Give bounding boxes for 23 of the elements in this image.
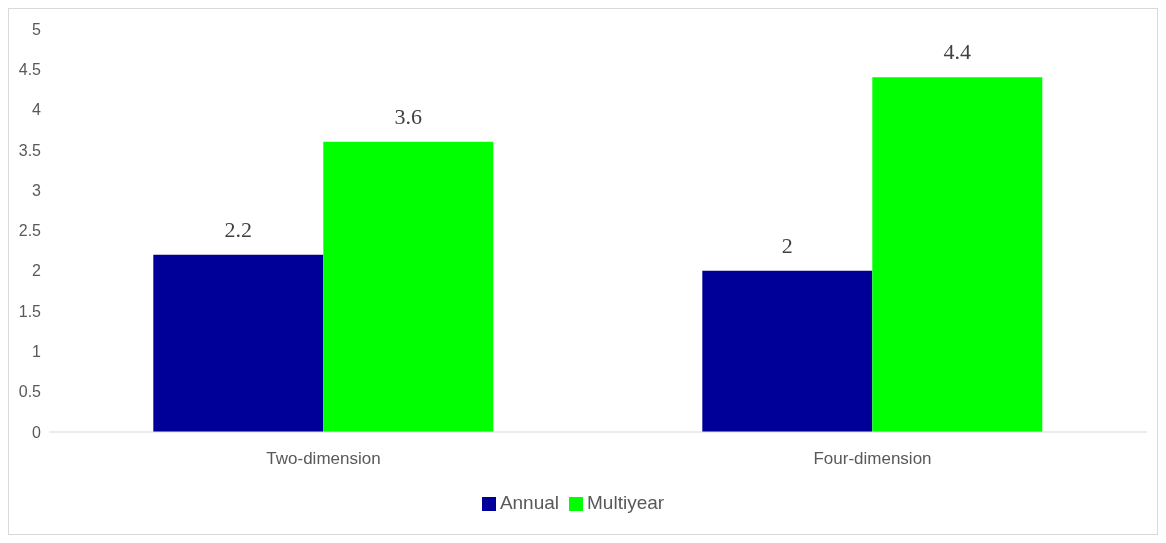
data-label: 4.4 <box>943 39 972 65</box>
bar <box>153 254 324 432</box>
y-tick-label: 5 <box>32 20 42 38</box>
x-tick-label: Four-dimension <box>813 449 932 469</box>
y-tick-label: 2.5 <box>18 222 42 240</box>
legend-label: Annual <box>499 492 560 513</box>
bar <box>872 77 1043 432</box>
y-tick-label: 1 <box>32 343 42 361</box>
y-tick-label: 2 <box>32 262 42 280</box>
y-tick-label: 4 <box>32 101 42 119</box>
y-tick-label: 4.5 <box>18 60 42 78</box>
data-label: 2.2 <box>224 216 253 242</box>
y-tick-label: 3.5 <box>18 141 42 159</box>
bar <box>323 141 494 432</box>
data-label: 2 <box>781 232 793 258</box>
legend-label: Multiyear <box>587 492 665 513</box>
y-tick-label: 3 <box>32 181 42 199</box>
y-tick-label: 0.5 <box>18 383 42 401</box>
x-tick-label: Two-dimension <box>266 449 381 469</box>
data-label: 3.6 <box>394 103 423 129</box>
y-tick-label: 0 <box>32 423 42 441</box>
y-tick-label: 1.5 <box>18 302 42 320</box>
bar <box>702 270 873 432</box>
